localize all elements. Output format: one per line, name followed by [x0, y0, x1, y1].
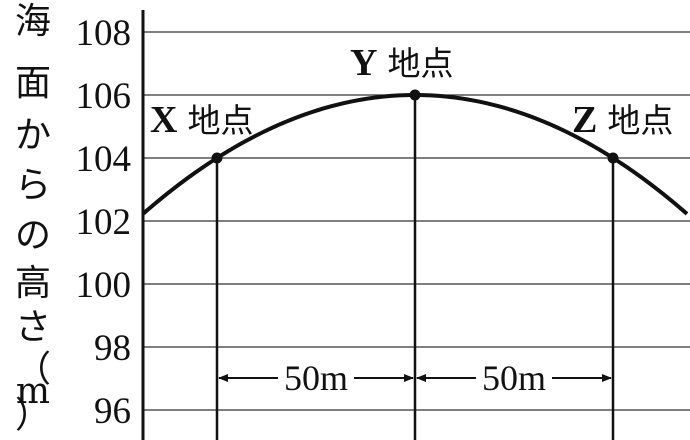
y-tick-label: 100	[76, 265, 132, 306]
y-axis-label-char: 面	[14, 63, 51, 104]
y-tick-label: 106	[76, 76, 132, 117]
point-marker	[409, 89, 421, 101]
point-label: Z 地点	[572, 99, 673, 141]
point-suffix: 地点	[187, 101, 253, 140]
y-axis-label-char: （	[14, 349, 51, 390]
y-axis-label-char: か	[14, 115, 51, 156]
point-marker	[607, 152, 619, 164]
y-axis-label-char: ら	[14, 165, 51, 206]
y-axis-label-char: ）	[14, 395, 51, 436]
distance-label: 50m	[482, 358, 546, 398]
point-marker	[211, 152, 223, 164]
y-tick-label: 108	[76, 13, 132, 54]
y-axis-label-char: 高	[14, 263, 51, 304]
y-tick-label: 104	[76, 139, 132, 180]
y-tick-label: 102	[76, 202, 132, 243]
point-label: X 地点	[150, 99, 253, 141]
point-suffix: 地点	[607, 101, 673, 140]
y-axis-label-char: m	[15, 371, 51, 412]
point-letter: X	[150, 99, 177, 141]
point-letter: Y	[350, 42, 377, 84]
point-label: Y 地点	[350, 42, 453, 84]
point-letter: Z	[572, 99, 597, 141]
y-tick-label: 96	[94, 391, 131, 432]
y-axis-label-char: の	[14, 215, 51, 256]
y-axis-label-char: 海	[14, 1, 51, 42]
distance-label: 50m	[284, 358, 348, 398]
point-suffix: 地点	[387, 44, 453, 83]
y-axis-label-char: さ	[14, 307, 51, 348]
y-tick-label: 98	[94, 328, 131, 369]
